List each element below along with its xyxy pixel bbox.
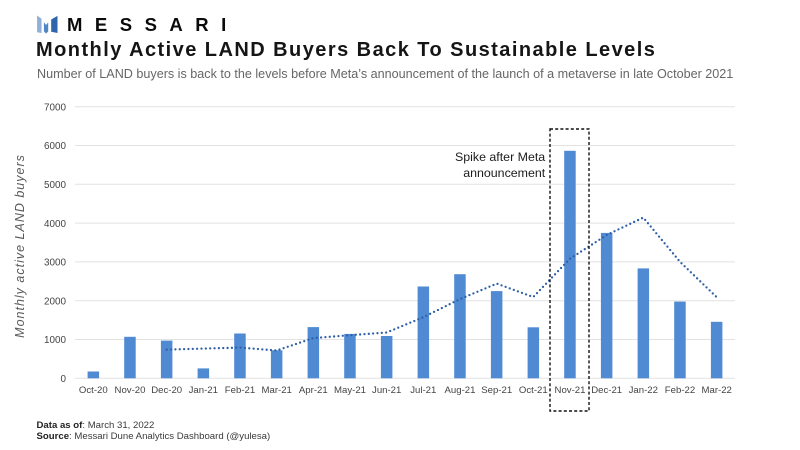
svg-text:4000: 4000	[44, 219, 66, 230]
svg-text:Jun-21: Jun-21	[372, 385, 401, 396]
svg-text:Oct-20: Oct-20	[79, 385, 108, 396]
svg-text:Jul-21: Jul-21	[410, 385, 436, 396]
svg-text:5000: 5000	[44, 180, 66, 191]
svg-text:2000: 2000	[44, 296, 66, 307]
svg-text:3000: 3000	[44, 258, 66, 269]
svg-text:Mar-21: Mar-21	[262, 385, 292, 396]
svg-text:Dec-21: Dec-21	[591, 385, 622, 396]
svg-text:Jan-21: Jan-21	[189, 385, 218, 396]
svg-text:Nov-21: Nov-21	[555, 385, 586, 396]
svg-text:Jan-22: Jan-22	[629, 385, 658, 396]
svg-text:Monthly active LAND buyers: Monthly active LAND buyers	[13, 154, 27, 338]
svg-text:0: 0	[61, 374, 67, 385]
svg-text:6000: 6000	[44, 141, 66, 152]
svg-text:Sep-21: Sep-21	[481, 385, 512, 396]
svg-text:Aug-21: Aug-21	[445, 385, 476, 396]
svg-text:Oct-21: Oct-21	[519, 385, 548, 396]
svg-text:Apr-21: Apr-21	[299, 385, 328, 396]
svg-text:Mar-22: Mar-22	[702, 385, 732, 396]
svg-text:Dec-20: Dec-20	[151, 385, 182, 396]
svg-text:Feb-22: Feb-22	[665, 385, 695, 396]
svg-text:Feb-21: Feb-21	[225, 385, 255, 396]
svg-text:7000: 7000	[44, 102, 66, 113]
svg-text:May-21: May-21	[334, 385, 366, 396]
svg-text:Nov-20: Nov-20	[115, 385, 146, 396]
svg-text:1000: 1000	[44, 335, 66, 346]
